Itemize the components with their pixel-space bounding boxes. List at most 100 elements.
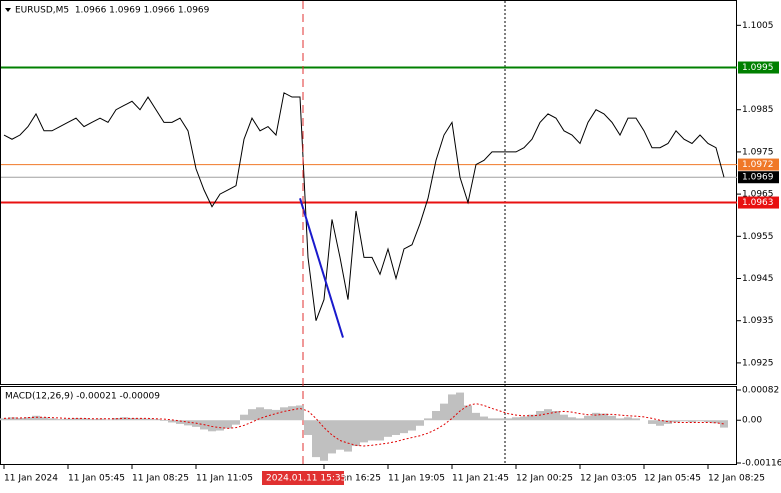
macd-bar (472, 412, 480, 421)
macd-bar (264, 409, 272, 421)
macd-bar (616, 418, 624, 421)
macd-bar (704, 420, 712, 423)
macd-bar (720, 420, 728, 428)
x-tick-label: 11 Jan 16:25 (324, 474, 381, 484)
macd-bar (104, 419, 112, 421)
macd-bar (184, 420, 192, 426)
y-tick-label: 1.0925 (742, 358, 774, 368)
macd-bar (40, 417, 48, 421)
macd-bar (536, 411, 544, 421)
macd-bar (296, 405, 304, 421)
macd-bar (632, 418, 640, 421)
macd-bar (512, 417, 520, 421)
macd-bar (152, 419, 160, 421)
y-tick-label: 1.0975 (742, 147, 774, 157)
macd-bar (0, 418, 8, 421)
macd-bar (352, 420, 360, 447)
y-tick-label: 1.0985 (742, 105, 774, 115)
macd-bar (544, 409, 552, 421)
x-tick-label: 11 Jan 21:45 (452, 474, 509, 484)
macd-bar (648, 420, 656, 424)
macd-bar (576, 418, 584, 421)
macd-bar (568, 417, 576, 421)
macd-bar (136, 418, 144, 421)
y-tick-label: 1.0955 (742, 232, 774, 242)
level-label: 1.0969 (742, 173, 774, 183)
macd-bar (256, 407, 264, 421)
y-tick-label: 1.0945 (742, 274, 774, 284)
macd-bar (680, 420, 688, 422)
price-line (3, 92, 725, 321)
x-tick-label: 12 Jan 05:45 (644, 474, 701, 484)
macd-bar (160, 420, 168, 421)
macd-bar (464, 405, 472, 421)
macd-bar (272, 409, 280, 421)
macd-bar (24, 417, 32, 421)
macd-bar (48, 418, 56, 421)
macd-bar (400, 420, 408, 434)
macd-bar (168, 420, 176, 423)
macd-bar (32, 415, 40, 421)
y-tick-label: 0.00 (742, 416, 762, 426)
macd-bar (496, 418, 504, 421)
macd-bar (88, 419, 96, 421)
main-panel-border (0, 0, 737, 385)
macd-bar (240, 414, 248, 421)
macd-bar (208, 420, 216, 432)
macd-bar (520, 416, 528, 421)
crosshair-label-box (262, 471, 344, 485)
macd-bar (488, 418, 496, 421)
macd-bar (408, 420, 416, 431)
macd-bar (672, 420, 680, 423)
macd-bar (480, 416, 488, 421)
macd-bar (456, 392, 464, 421)
macd-bar (64, 418, 72, 421)
macd-bar (144, 418, 152, 421)
macd-bar (344, 420, 352, 452)
x-tick-label: 11 Jan 08:25 (132, 474, 189, 484)
macd-bar (72, 418, 80, 421)
x-tick-label: 12 Jan 08:25 (708, 474, 765, 484)
macd-bar (128, 418, 136, 421)
level-label-box (738, 171, 779, 184)
macd-bar (712, 420, 720, 424)
macd-bar (528, 414, 536, 421)
x-tick-label: 12 Jan 00:25 (516, 474, 573, 484)
x-tick-label: 11 Jan 2024 (4, 474, 58, 484)
macd-bar (696, 420, 704, 422)
macd-bar (176, 420, 184, 424)
y-tick-label: -0.00116 (742, 459, 781, 469)
macd-bar (216, 420, 224, 431)
level-label: 1.0963 (742, 198, 774, 208)
macd-bar (376, 420, 384, 441)
level-label-box (738, 158, 779, 171)
macd-bar (288, 406, 296, 421)
macd-bar (280, 407, 288, 421)
macd-bar (656, 420, 664, 426)
macd-bar (432, 411, 440, 421)
level-label: 1.0972 (742, 160, 774, 170)
x-tick-label: 11 Jan 11:05 (196, 474, 253, 484)
trend-line (299, 198, 344, 338)
macd-bar (504, 418, 512, 421)
macd-bar (664, 420, 672, 424)
y-tick-label: 0.00082 (742, 386, 779, 396)
macd-bar (56, 419, 64, 421)
macd-bar (448, 394, 456, 421)
macd-bar (624, 417, 632, 421)
macd-bar (440, 403, 448, 421)
macd-bar (80, 418, 88, 421)
macd-bar (96, 418, 104, 421)
macd-bar (608, 415, 616, 421)
macd-bar (336, 420, 344, 450)
macd-bar (16, 418, 24, 421)
macd-bar (592, 412, 600, 421)
level-label-box (738, 61, 779, 74)
y-tick-label: 1.1005 (742, 21, 774, 31)
macd-bar (232, 420, 240, 425)
crosshair-label: 2024.01.11 15:35 (266, 474, 346, 484)
level-label: 1.0995 (742, 63, 774, 73)
y-tick-label: 1.0935 (742, 316, 774, 326)
